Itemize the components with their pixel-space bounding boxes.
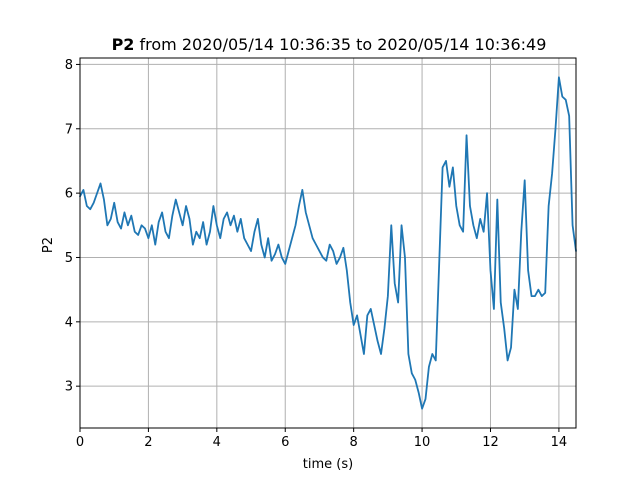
chart-title-range: from 2020/05/14 10:36:35 to 2020/05/14 1… [134, 35, 546, 54]
x-axis-ticks: 0 2 4 6 8 10 12 14 [76, 428, 567, 450]
y-axis-label: P2 [41, 237, 56, 253]
y-tick-label: 5 [65, 251, 73, 266]
y-tick-label: 3 [65, 380, 73, 395]
y-tick-label: 8 [65, 58, 73, 73]
x-tick-label: 4 [213, 435, 221, 450]
x-tick-label: 8 [350, 435, 358, 450]
x-tick-label: 12 [482, 435, 499, 450]
x-tick-label: 10 [414, 435, 431, 450]
y-tick-label: 4 [65, 315, 73, 330]
chart-title: P2 from 2020/05/14 10:36:35 to 2020/05/1… [112, 35, 547, 54]
x-tick-label: 0 [76, 435, 84, 450]
x-tick-label: 6 [281, 435, 289, 450]
y-gridlines [80, 63, 576, 387]
chart-title-series: P2 [112, 35, 135, 54]
x-axis-label: time (s) [303, 457, 353, 472]
series-layer [79, 76, 577, 410]
y-axis-ticks: 3 4 5 6 7 8 [65, 58, 80, 395]
x-tick-label: 14 [551, 435, 568, 450]
y-tick-label: 7 [65, 122, 73, 137]
series-line [79, 76, 577, 410]
x-gridlines [79, 58, 560, 428]
y-tick-label: 6 [65, 187, 73, 202]
x-tick-label: 2 [144, 435, 152, 450]
plot-frame [79, 57, 577, 429]
